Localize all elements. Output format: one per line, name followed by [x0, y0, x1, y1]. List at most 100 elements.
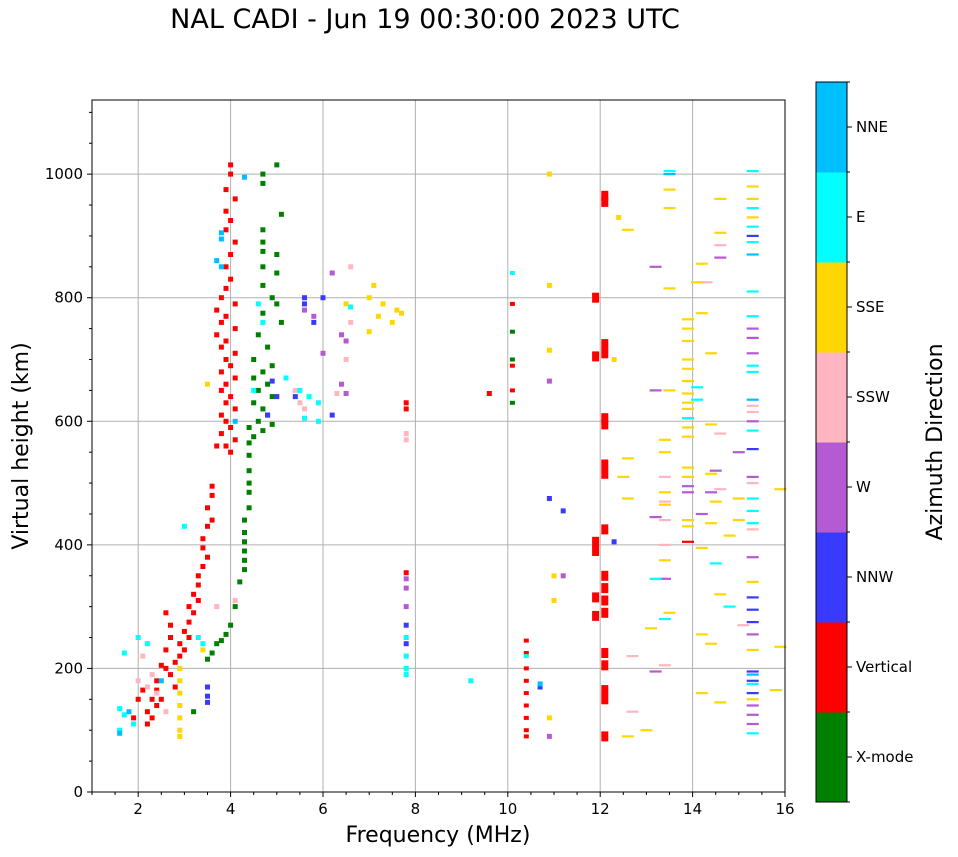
echo-point: [746, 556, 759, 559]
echo-point: [228, 162, 234, 168]
echo-point: [746, 234, 759, 237]
echo-point: [682, 392, 694, 395]
echo-point: [700, 281, 713, 284]
echo-point: [626, 655, 639, 658]
echo-point: [251, 434, 257, 440]
echo-point: [195, 573, 201, 579]
colorbar-swatch-ssw: [816, 352, 847, 443]
y-tick-label: 600: [54, 412, 83, 430]
y-tick-label: 800: [54, 289, 83, 307]
echo-point: [135, 696, 141, 702]
echo-point: [732, 519, 745, 522]
echo-point: [228, 252, 234, 257]
echo-point: [269, 421, 275, 427]
echo-point: [366, 295, 372, 301]
echo-point: [658, 519, 671, 522]
echo-point: [302, 406, 307, 412]
echo-point: [714, 244, 727, 247]
echo-point: [274, 252, 280, 257]
echo-point: [746, 692, 759, 695]
echo-point: [537, 681, 543, 687]
echo-point: [177, 715, 183, 721]
y-tick-label: 0: [73, 783, 83, 801]
echo-point: [658, 617, 671, 621]
echo-point: [403, 653, 409, 659]
echo-point: [177, 733, 183, 739]
echo-point: [705, 642, 718, 645]
echo-point: [366, 329, 372, 335]
colorbar-tick-label: X-mode: [856, 748, 913, 766]
echo-point: [223, 187, 229, 193]
echo-point: [695, 633, 708, 636]
echo-point: [546, 715, 552, 721]
echo-point: [691, 398, 704, 401]
echo-point: [242, 530, 247, 535]
x-tick-label: 16: [775, 800, 794, 818]
echo-point: [621, 735, 634, 738]
echo-point: [658, 491, 671, 494]
echo-point: [403, 585, 409, 591]
x-tick-label: 6: [318, 800, 328, 818]
chart-title: NAL CADI - Jun 19 00:30:00 2023 UTC: [170, 4, 680, 35]
echo-point: [154, 687, 160, 693]
echo-point: [601, 685, 609, 696]
echo-point: [274, 301, 280, 307]
echo-point: [682, 491, 694, 494]
echo-point: [149, 672, 155, 678]
echo-point: [232, 350, 238, 356]
echo-point: [663, 611, 676, 614]
echo-point: [283, 375, 289, 381]
echo-point: [315, 400, 321, 406]
echo-point: [223, 631, 229, 637]
echo-point: [746, 448, 759, 451]
echo-point: [168, 672, 173, 678]
echo-point: [228, 425, 234, 430]
echo-point: [705, 522, 718, 525]
echo-point: [746, 410, 759, 414]
echo-point: [163, 647, 169, 653]
echo-point: [658, 475, 671, 478]
echo-point: [140, 687, 146, 693]
echo-point: [682, 318, 694, 321]
echo-point: [746, 732, 759, 735]
echo-point: [523, 691, 529, 696]
colorbar-swatch-w: [816, 442, 847, 533]
echo-point: [223, 313, 229, 319]
echo-point: [601, 648, 609, 658]
x-tick-label: 4: [226, 800, 236, 818]
echo-point: [177, 690, 183, 696]
echo-point: [218, 264, 224, 270]
echo-point: [486, 391, 492, 396]
echo-point: [714, 701, 727, 704]
data-points: [117, 162, 787, 742]
echo-point: [746, 352, 759, 355]
echo-point: [339, 381, 344, 387]
echo-point: [131, 721, 137, 727]
echo-point: [232, 406, 238, 412]
echo-point: [403, 431, 409, 437]
echo-point: [509, 388, 515, 393]
echo-point: [329, 270, 335, 276]
echo-point: [218, 431, 224, 437]
echo-point: [682, 435, 694, 438]
echo-point: [746, 404, 759, 407]
echo-point: [389, 319, 395, 325]
colorbar-swatch-e: [816, 172, 847, 263]
echo-point: [186, 619, 192, 625]
echo-point: [209, 517, 215, 523]
echo-point: [399, 310, 404, 316]
echo-point: [601, 570, 609, 581]
echo-point: [714, 593, 727, 596]
echo-point: [649, 516, 662, 519]
echo-point: [223, 400, 229, 406]
echo-point: [746, 580, 759, 583]
echo-point: [682, 367, 694, 370]
echo-point: [663, 207, 676, 210]
echo-point: [649, 265, 662, 268]
x-axis-label: Frequency (MHz): [346, 823, 531, 848]
y-axis-ticks: 0 200 400 600 800 1000: [45, 111, 92, 801]
echo-point: [144, 721, 150, 727]
echo-point: [375, 313, 381, 319]
echo-point: [468, 678, 474, 684]
x-tick-label: 12: [591, 800, 610, 818]
